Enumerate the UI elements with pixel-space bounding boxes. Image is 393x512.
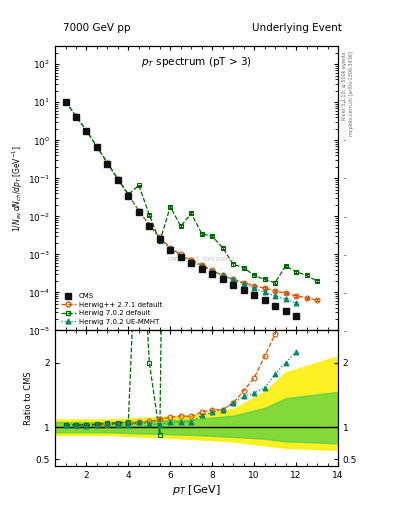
Text: $p_T$ spectrum (pT > 3): $p_T$ spectrum (pT > 3) [141,55,252,69]
Text: mcplots.cern.ch [arXiv:1306.3436]: mcplots.cern.ch [arXiv:1306.3436] [349,51,354,136]
Text: 7000 GeV pp: 7000 GeV pp [63,23,130,33]
Text: Rivet 3.1.10, ≥ 500k events: Rivet 3.1.10, ≥ 500k events [342,51,346,120]
X-axis label: $p_T$ [GeV]: $p_T$ [GeV] [172,482,221,497]
Legend: CMS, Herwig++ 2.7.1 default, Herwig 7.0.2 default, Herwig 7.0.2 UE-MMHT: CMS, Herwig++ 2.7.1 default, Herwig 7.0.… [59,291,164,327]
Y-axis label: $1/N_{ev}\,dN_{ch}/dp_T\,[\mathrm{GeV}^{-1}]$: $1/N_{ev}\,dN_{ch}/dp_T\,[\mathrm{GeV}^{… [11,145,25,231]
Y-axis label: Ratio to CMS: Ratio to CMS [24,371,33,425]
Text: Underlying Event: Underlying Event [252,23,342,33]
Text: CMS_2011_S9120041: CMS_2011_S9120041 [168,257,236,262]
